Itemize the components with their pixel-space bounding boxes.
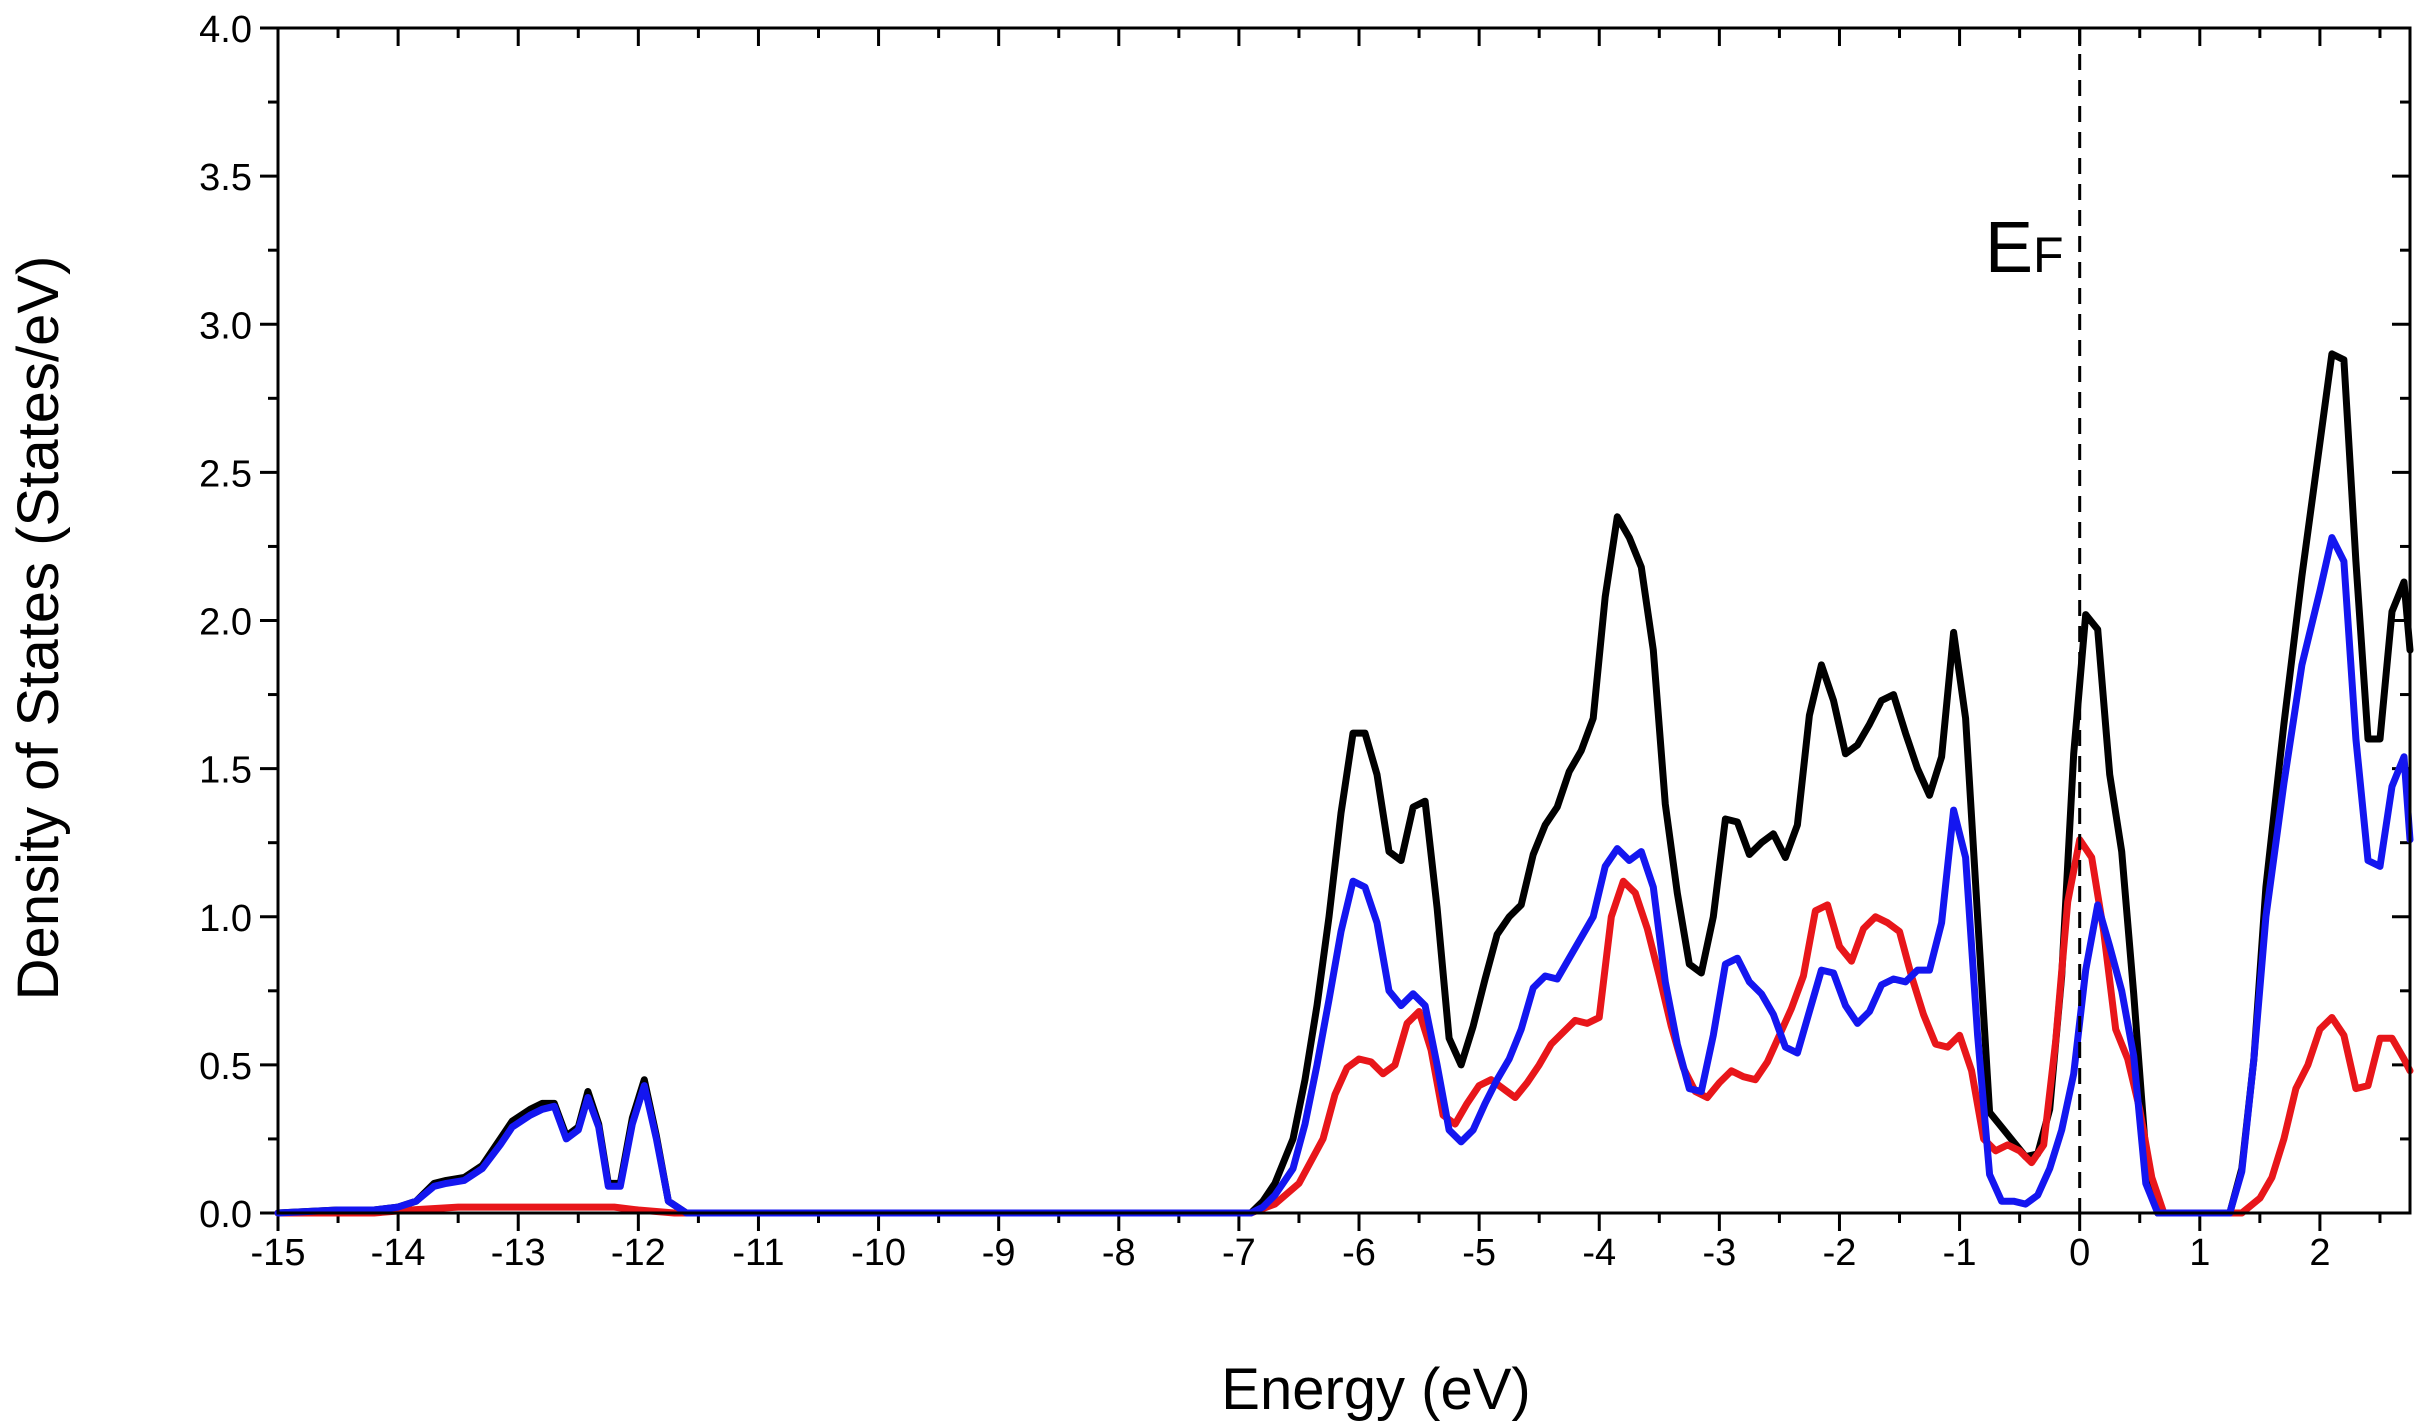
y-tick-label: 2.5 — [199, 453, 252, 495]
x-tick-label: -14 — [371, 1232, 426, 1274]
x-tick-label: -6 — [1342, 1232, 1376, 1274]
y-tick-marks — [260, 26, 2410, 1215]
x-tick-label: -1 — [1943, 1232, 1977, 1274]
x-axis-title: Energy (eV) — [1221, 1357, 1530, 1422]
y-tick-label: 3.5 — [199, 157, 252, 199]
x-tick-label: -2 — [1823, 1232, 1857, 1274]
x-tick-label: -9 — [982, 1232, 1016, 1274]
y-tick-label: 2.0 — [199, 602, 252, 644]
x-tick-label: -3 — [1702, 1232, 1736, 1274]
y-tick-labels: 0.0 0.5 1.0 1.5 2.0 2.5 3.0 3.5 4.0 — [199, 9, 252, 1236]
y-tick-label: 3.0 — [199, 305, 252, 347]
series-lines — [274, 350, 2414, 1217]
plot-frame — [276, 26, 2412, 1215]
x-tick-label: -5 — [1462, 1232, 1496, 1274]
x-tick-label: -4 — [1582, 1232, 1616, 1274]
x-tick-label: -15 — [251, 1232, 306, 1274]
series-line-2 — [274, 836, 2414, 1217]
x-tick-marks — [276, 28, 2382, 1231]
x-tick-label: -8 — [1102, 1232, 1136, 1274]
y-axis-title: Density of States (States/eV) — [6, 256, 71, 1001]
fermi-level-label: EF — [1985, 208, 2064, 288]
x-tick-label: 0 — [2069, 1232, 2090, 1274]
x-tick-label: -11 — [732, 1232, 784, 1274]
x-tick-label: -12 — [611, 1232, 666, 1274]
y-tick-label: 4.0 — [199, 9, 252, 51]
fermi-level-label-subscript: F — [2033, 227, 2064, 283]
x-tick-label: -7 — [1222, 1232, 1256, 1274]
y-tick-label: 0.0 — [199, 1194, 252, 1236]
x-tick-label: 2 — [2309, 1232, 2330, 1274]
x-tick-label: 1 — [2189, 1232, 2210, 1274]
series-line-3 — [274, 534, 2414, 1217]
y-tick-label: 1.0 — [199, 898, 252, 940]
series-line-1 — [274, 350, 2414, 1217]
fermi-level-label-main: E — [1985, 208, 2033, 288]
x-tick-label: -10 — [851, 1232, 906, 1274]
y-tick-label: 0.5 — [199, 1046, 252, 1088]
x-tick-labels: -15 -14 -13 -12 -11 -10 -9 -8 -7 -6 -5 -4 -3 -2 -1 0 1 2 — [251, 1232, 2331, 1274]
y-tick-label: 1.5 — [199, 750, 252, 792]
x-tick-label: -13 — [491, 1232, 546, 1274]
